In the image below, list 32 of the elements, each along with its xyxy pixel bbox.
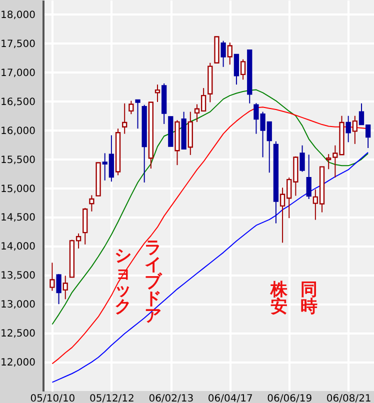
y-tick-label: 17,500 bbox=[0, 38, 36, 50]
y-tick-label: 15,000 bbox=[0, 184, 36, 195]
candlestick bbox=[300, 144, 305, 172]
x-tick-label: 06/02/13 bbox=[148, 394, 194, 403]
annotation: ライブドア bbox=[144, 238, 162, 326]
candlestick bbox=[306, 154, 312, 200]
line-series bbox=[52, 89, 369, 325]
y-tick-label: 14,500 bbox=[0, 212, 36, 224]
candlestick bbox=[234, 54, 240, 86]
x-tick-label: 05/10/10 bbox=[30, 394, 76, 403]
y-tick-label: 16,500 bbox=[0, 96, 36, 108]
y-tick-label: 15,500 bbox=[0, 154, 36, 166]
candlestick bbox=[346, 115, 351, 143]
y-tick-label: 12,500 bbox=[0, 328, 36, 340]
line-series bbox=[52, 152, 369, 383]
y-tick-label: 18,000 bbox=[0, 10, 36, 21]
x-tick-label: 06/04/17 bbox=[208, 394, 253, 403]
x-tick-label: 05/12/12 bbox=[89, 394, 134, 403]
x-tick-label: 06/08/21 bbox=[326, 394, 372, 403]
candlestick bbox=[56, 273, 62, 305]
annotation: 同時 bbox=[300, 280, 318, 317]
y-tick-label: 16,000 bbox=[0, 126, 36, 137]
y-tick-label: 13,000 bbox=[0, 300, 36, 311]
y-tick-label: 17,000 bbox=[0, 68, 36, 79]
candlestick bbox=[135, 99, 140, 130]
y-tick-label: 12,000 bbox=[0, 358, 36, 369]
annotation: 株安 bbox=[270, 280, 288, 317]
x-tick-label: 06/06/19 bbox=[267, 394, 312, 403]
y-tick-label: 13,500 bbox=[0, 270, 36, 282]
candlestick bbox=[220, 40, 226, 68]
candlestick bbox=[89, 194, 94, 212]
y-tick-label: 14,000 bbox=[0, 242, 36, 253]
